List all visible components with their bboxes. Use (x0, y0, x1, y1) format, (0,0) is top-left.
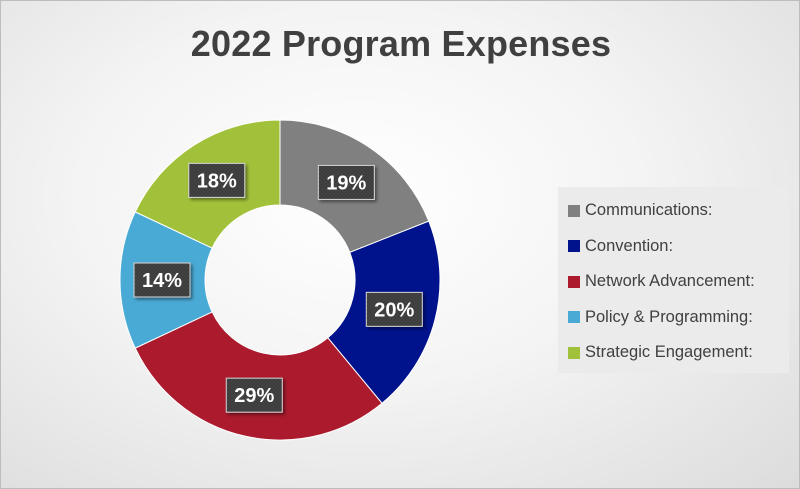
data-label-3: 14% (133, 262, 191, 298)
donut-slice-2 (134, 311, 383, 441)
data-label-box (188, 162, 246, 198)
data-label-box (365, 291, 423, 327)
legend-item-3: Policy & Programming: (568, 300, 789, 336)
data-label-box (317, 164, 375, 200)
legend-swatch (568, 240, 580, 253)
data-label-box (133, 262, 191, 298)
legend-label: Strategic Engagement: (585, 343, 753, 362)
legend-label: Network Advancement: (585, 272, 755, 291)
legend-item-1: Convention: (568, 229, 789, 265)
data-label-box (225, 377, 283, 413)
data-label-text: 14% (142, 270, 182, 292)
legend-label: Policy & Programming: (585, 307, 753, 326)
legend-swatch (568, 311, 580, 324)
legend: Communications: Convention: Network Advanc… (558, 187, 789, 373)
data-label-text: 29% (234, 385, 274, 407)
data-label-0: 19% (317, 164, 375, 200)
legend-swatch (568, 275, 580, 288)
legend-swatch (568, 346, 580, 359)
chart-title: 2022 Program Expenses (190, 23, 612, 64)
data-label-4: 18% (188, 162, 246, 198)
legend-label: Convention: (585, 236, 674, 255)
legend-swatch (568, 204, 580, 217)
legend-item-4: Strategic Engagement: (568, 335, 789, 371)
legend-item-2: Network Advancement: (568, 264, 789, 300)
legend-label: Communications: (585, 201, 713, 220)
data-label-text: 20% (374, 299, 414, 321)
data-label-text: 18% (197, 170, 237, 192)
data-label-text: 19% (326, 172, 366, 194)
data-label-1: 20% (365, 291, 423, 327)
data-label-2: 29% (225, 377, 283, 413)
legend-item-0: Communications: (568, 193, 789, 229)
